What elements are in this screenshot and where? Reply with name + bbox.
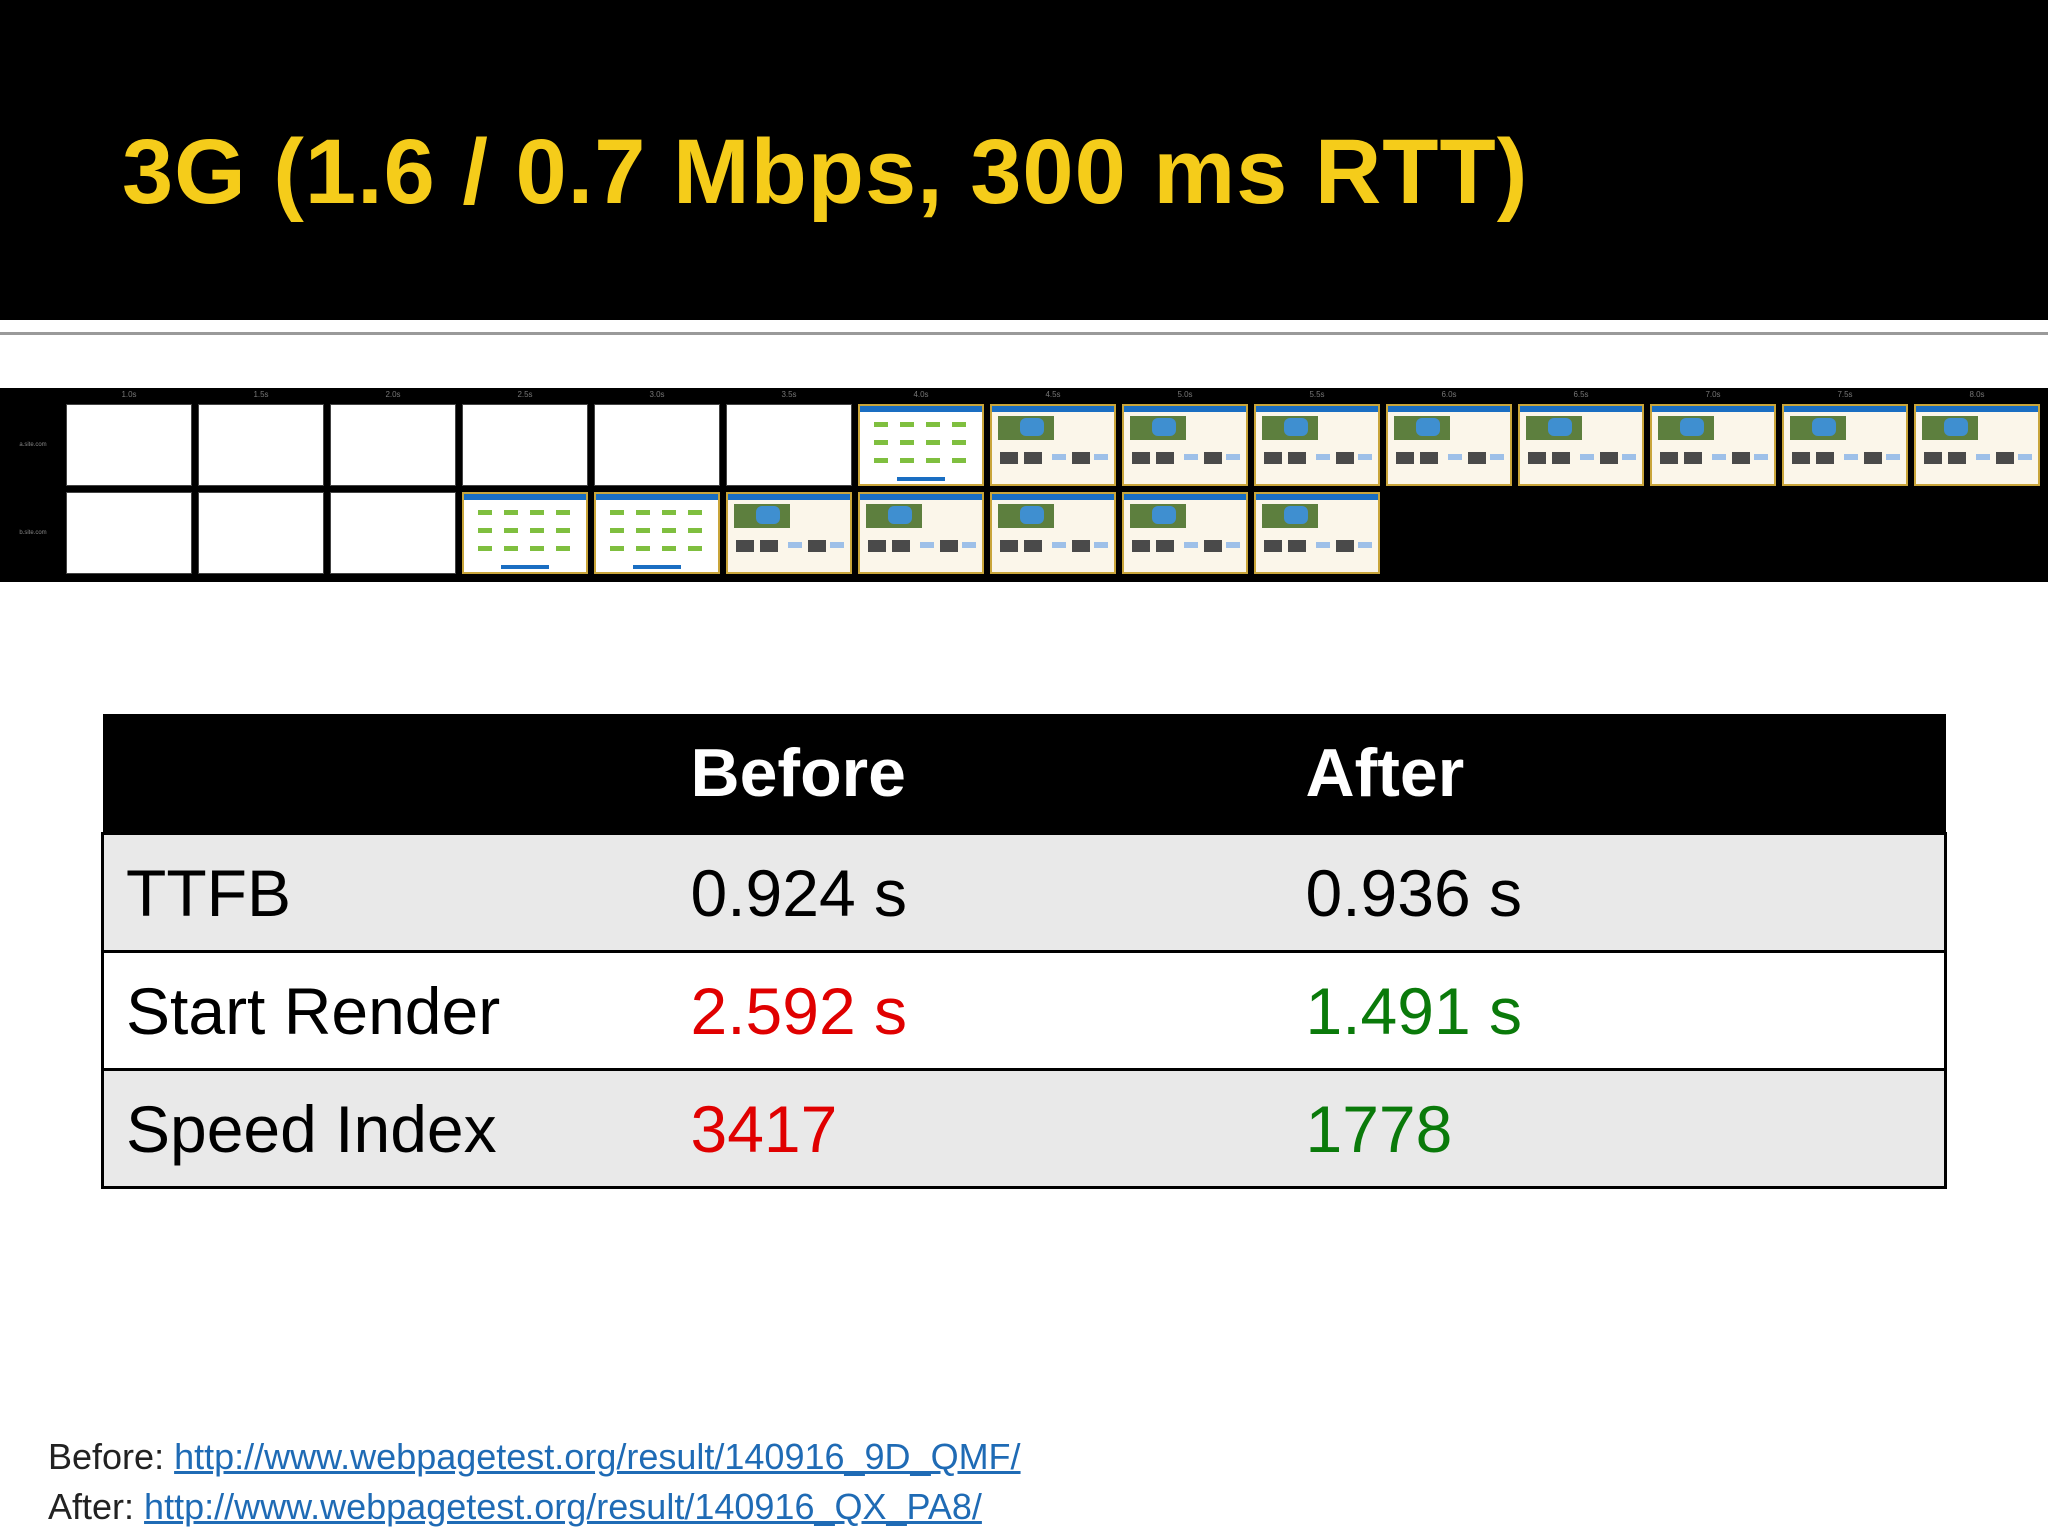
filmstrip-time-label: 1.0s	[121, 390, 137, 399]
filmstrip-frame	[66, 404, 192, 486]
after-link-line: After: http://www.webpagetest.org/result…	[48, 1482, 1021, 1532]
filmstrip-frame	[1122, 404, 1248, 486]
table-header-row: Before After	[102, 714, 1946, 834]
slide-title: 3G (1.6 / 0.7 Mbps, 300 ms RTT)	[122, 121, 1529, 223]
filmstrip-frame	[990, 492, 1116, 574]
filmstrip-frame	[1650, 404, 1776, 486]
filmstrip-time-label: 1.5s	[253, 390, 269, 399]
filmstrip-time-label: 7.0s	[1705, 390, 1721, 399]
filmstrip-frame	[1518, 404, 1644, 486]
filmstrip-frame	[990, 404, 1116, 486]
filmstrip-frame	[462, 492, 588, 574]
before-link-line: Before: http://www.webpagetest.org/resul…	[48, 1432, 1021, 1482]
table-header-metric	[102, 714, 691, 834]
metric-label: TTFB	[101, 832, 691, 952]
after-result-link[interactable]: http://www.webpagetest.org/result/140916…	[144, 1486, 982, 1527]
filmstrip-time-label: 4.5s	[1045, 390, 1061, 399]
filmstrip-time-label: 3.5s	[781, 390, 797, 399]
before-result-link[interactable]: http://www.webpagetest.org/result/140916…	[174, 1436, 1021, 1477]
table-header-after: After	[1305, 714, 1946, 834]
filmstrip-time-label: 5.5s	[1309, 390, 1325, 399]
metric-label: Speed Index	[101, 1068, 691, 1189]
filmstrip-time-label: 6.0s	[1441, 390, 1457, 399]
before-link-label: Before:	[48, 1436, 165, 1477]
before-value: 0.924 s	[690, 832, 1306, 952]
filmstrip-frame	[858, 492, 984, 574]
filmstrip-frame	[462, 404, 588, 486]
filmstrip-time-label: 2.5s	[517, 390, 533, 399]
filmstrip-row-label: b.site.com	[19, 530, 47, 536]
filmstrip-row-label: a.site.com	[19, 442, 47, 448]
filmstrip-time-label: 8.0s	[1969, 390, 1985, 399]
filmstrip-frame	[1386, 404, 1512, 486]
filmstrip-frame	[726, 492, 852, 574]
filmstrip-time-label: 6.5s	[1573, 390, 1589, 399]
filmstrip-time-label: 5.0s	[1177, 390, 1193, 399]
metric-label: Start Render	[101, 950, 691, 1070]
divider-line-secondary	[0, 332, 2048, 335]
filmstrip-frame	[66, 492, 192, 574]
title-bar: 3G (1.6 / 0.7 Mbps, 300 ms RTT)	[0, 0, 2048, 320]
filmstrip-frame	[1914, 404, 2040, 486]
filmstrip-frame	[330, 492, 456, 574]
table-row-ttfb: TTFB 0.924 s 0.936 s	[101, 832, 1947, 952]
table-header-before: Before	[690, 714, 1306, 834]
filmstrip-frame	[858, 404, 984, 486]
footer-links: Before: http://www.webpagetest.org/resul…	[48, 1432, 1021, 1532]
filmstrip-frame	[198, 492, 324, 574]
after-link-label: After:	[48, 1486, 135, 1527]
filmstrip-frame	[330, 404, 456, 486]
after-value: 1.491 s	[1305, 950, 1947, 1070]
filmstrip: 1.0s 1.5s 2.0s 2.5s 3.0s 3.5s 4.0s 4.5s 5.0s 5.5s…	[0, 388, 2048, 582]
filmstrip-frame	[594, 492, 720, 574]
filmstrip-frame	[1254, 404, 1380, 486]
table-row-start-render: Start Render 2.592 s 1.491 s	[101, 950, 1947, 1070]
filmstrip-frame	[726, 404, 852, 486]
filmstrip-frame	[594, 404, 720, 486]
after-value: 1778	[1305, 1068, 1947, 1189]
before-value: 2.592 s	[690, 950, 1306, 1070]
filmstrip-frame	[1122, 492, 1248, 574]
divider-line	[0, 320, 2048, 324]
after-value: 0.936 s	[1305, 832, 1947, 952]
filmstrip-timeline: 1.0s 1.5s 2.0s 2.5s 3.0s 3.5s 4.0s 4.5s 5.0s 5.5s…	[66, 390, 2046, 404]
filmstrip-time-label: 7.5s	[1837, 390, 1853, 399]
filmstrip-time-label: 4.0s	[913, 390, 929, 399]
before-value: 3417	[690, 1068, 1306, 1189]
filmstrip-frame	[1254, 492, 1380, 574]
filmstrip-frame	[198, 404, 324, 486]
results-table: Before After TTFB 0.924 s 0.936 s Start …	[101, 714, 1947, 1189]
filmstrip-frame	[1782, 404, 1908, 486]
filmstrip-time-label: 2.0s	[385, 390, 401, 399]
table-row-speed-index: Speed Index 3417 1778	[101, 1068, 1947, 1189]
filmstrip-time-label: 3.0s	[649, 390, 665, 399]
